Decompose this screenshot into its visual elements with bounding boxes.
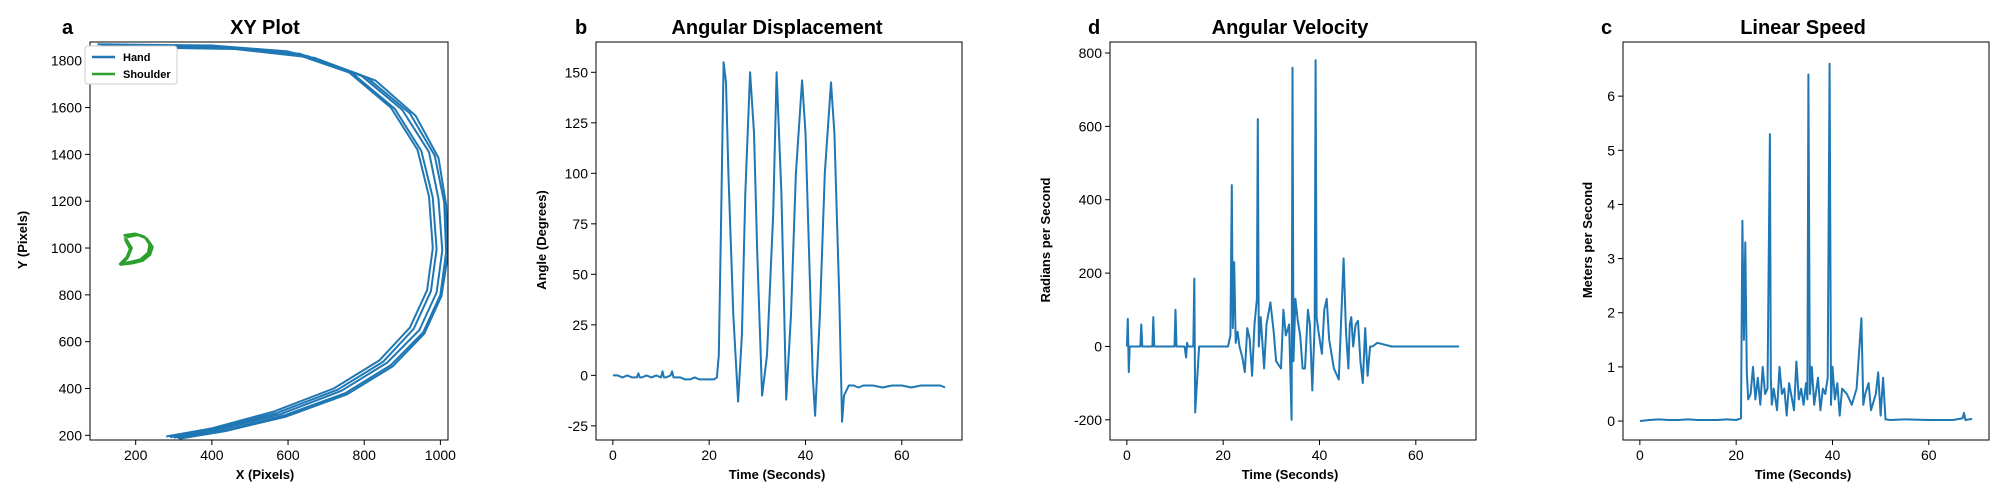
y-tick-label: 600: [1079, 118, 1103, 134]
y-tick-label: 200: [1079, 265, 1103, 281]
y-tick-label: 150: [565, 64, 589, 80]
y-tick-label: 800: [1079, 45, 1103, 61]
y-tick-label: 0: [1094, 338, 1102, 354]
y-tick-label: -25: [568, 418, 588, 434]
series-line: [1639, 62, 1973, 422]
series-hand-trace: [120, 46, 448, 440]
series-group: [1639, 62, 1973, 422]
series-group: [612, 61, 946, 423]
panel-letter: d: [1088, 17, 1100, 39]
x-tick-label: 400: [200, 447, 224, 463]
y-tick-label: 6: [1607, 88, 1615, 104]
x-axis-label: Time (Seconds): [729, 467, 826, 482]
legend: Hand Shoulder: [84, 45, 178, 85]
x-tick-label: 800: [353, 447, 377, 463]
y-tick-label: 1000: [51, 240, 82, 256]
y-tick-label: 800: [59, 287, 83, 303]
series-hand-trace: [101, 43, 438, 439]
series-line: [1125, 59, 1460, 421]
x-tick-label: 1000: [425, 447, 456, 463]
x-tick-label: 0: [609, 447, 617, 463]
x-tick-label: 40: [1825, 447, 1841, 463]
y-tick-label: 4: [1607, 196, 1615, 212]
panel-angular-displacement: b Angular Displacement Time (Seconds) An…: [534, 17, 963, 482]
panel-letter: a: [62, 17, 74, 39]
plot-frame: [595, 41, 963, 441]
panel-linear-speed: c Linear Speed Time (Seconds) Meters per…: [1580, 17, 1990, 482]
x-tick-label: 60: [894, 447, 910, 463]
x-tick-label: 20: [1728, 447, 1744, 463]
y-tick-label: 1600: [51, 100, 82, 116]
panel-title: XY Plot: [230, 17, 300, 39]
series-group: [1125, 59, 1460, 421]
y-tick-label: 3: [1607, 251, 1615, 267]
y-tick-label: 2: [1607, 305, 1615, 321]
y-tick-label: 400: [59, 380, 83, 396]
y-axis-label: Meters per Second: [1580, 182, 1595, 298]
y-axis-label: Radians per Second: [1038, 177, 1053, 302]
y-tick-label: 100: [565, 165, 589, 181]
x-tick-label: 60: [1921, 447, 1937, 463]
x-axis-label: Time (Seconds): [1755, 467, 1852, 482]
plot-frame: [89, 41, 449, 441]
panel-letter: b: [575, 17, 587, 39]
x-tick-label: 60: [1408, 447, 1424, 463]
y-tick-label: 25: [572, 317, 588, 333]
x-tick-label: 20: [701, 447, 717, 463]
y-tick-label: 75: [572, 216, 588, 232]
x-tick-label: 40: [1312, 447, 1328, 463]
y-tick-label: 1200: [51, 193, 82, 209]
y-tick-label: 125: [565, 115, 589, 131]
x-axis-label: X (Pixels): [236, 467, 295, 482]
x-tick-label: 0: [1123, 447, 1131, 463]
panel-letter: c: [1601, 17, 1612, 39]
series-line: [612, 61, 946, 423]
y-tick-label: 5: [1607, 142, 1615, 158]
panel-angular-velocity: d Angular Velocity Time (Seconds) Radian…: [1038, 17, 1477, 482]
y-axis-label: Y (Pixels): [15, 211, 30, 269]
y-tick-label: 0: [1607, 413, 1615, 429]
panel-xy-plot: a XY Plot X (Pixels) Y (Pixels) 200 400 60…: [15, 17, 456, 482]
x-tick-label: 40: [798, 447, 814, 463]
y-tick-label: 0: [580, 367, 588, 383]
y-tick-label: 1: [1607, 359, 1615, 375]
panel-title: Linear Speed: [1740, 17, 1866, 39]
series-shoulder-trace: [118, 232, 151, 265]
y-tick-label: 1800: [51, 53, 82, 69]
y-tick-label: 1400: [51, 146, 82, 162]
legend-hand-label: Hand: [123, 52, 151, 64]
y-tick-label: 600: [59, 334, 83, 350]
y-tick-label: -200: [1074, 412, 1102, 428]
legend-shoulder-label: Shoulder: [123, 69, 171, 81]
y-tick-label: 400: [1079, 192, 1103, 208]
panel-title: Angular Velocity: [1212, 17, 1370, 39]
x-tick-label: 20: [1215, 447, 1231, 463]
series-hand-trace: [105, 44, 444, 439]
panel-title: Angular Displacement: [671, 17, 883, 39]
y-axis-label: Angle (Degrees): [534, 190, 549, 290]
x-tick-label: 600: [276, 447, 300, 463]
plot-frame: [1622, 41, 1990, 441]
series-group: [97, 43, 448, 440]
x-tick-label: 0: [1636, 447, 1644, 463]
x-tick-label: 200: [124, 447, 148, 463]
x-axis-label: Time (Seconds): [1242, 467, 1339, 482]
plot-frame: [1109, 41, 1477, 441]
y-tick-label: 200: [59, 427, 83, 443]
y-tick-label: 50: [572, 266, 588, 282]
